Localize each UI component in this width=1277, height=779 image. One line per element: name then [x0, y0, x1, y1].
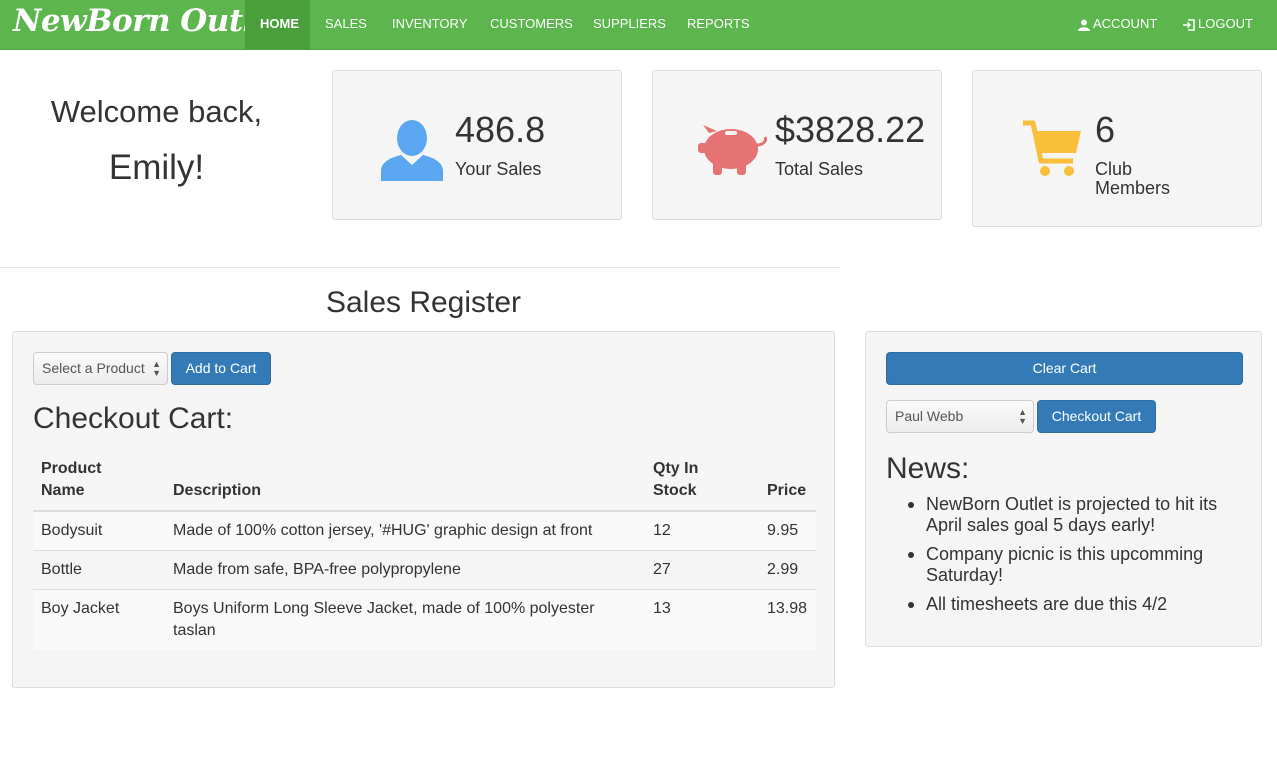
brand-logo[interactable]: NewBorn Outlet [13, 3, 287, 39]
cell-qty: 27 [645, 550, 759, 590]
news-title: News: [886, 452, 970, 485]
sales-register-panel: Select a Product ▲ ▼ Add to Cart Checkout… [12, 331, 835, 688]
checkout-cart-button[interactable]: Checkout Cart [1037, 400, 1156, 433]
sales-register-title: Sales Register [325, 286, 522, 319]
col-description[interactable]: Description [165, 450, 645, 512]
cell-price: 13.98 [759, 589, 816, 650]
cell-description: Made of 100% cotton jersey, '#HUG' graph… [165, 510, 645, 551]
table-row[interactable]: Boy Jacket Boys Uniform Long Sleeve Jack… [33, 589, 816, 650]
table-header-row: Product Name Description Qty In Stock Pr… [33, 450, 816, 512]
top-navbar: NewBorn Outlet HOME SALES INVENTORY CUST… [0, 0, 1277, 50]
cell-name: Boy Jacket [33, 589, 165, 650]
user-icon [1078, 19, 1090, 31]
cell-name: Bottle [33, 550, 165, 590]
cart-actions-panel: Clear Cart Paul Webb ▲ ▼ Checkout Cart Ne… [865, 331, 1262, 647]
section-divider [0, 267, 840, 268]
add-to-cart-button[interactable]: Add to Cart [171, 352, 271, 385]
your-sales-value: 486.8 [455, 109, 546, 150]
cell-name: Bodysuit [33, 510, 165, 551]
piggy-bank-icon [698, 125, 767, 175]
club-members-card: 6 Club Members [972, 70, 1262, 227]
select-arrows-icon: ▲ ▼ [152, 359, 161, 378]
cell-qty: 12 [645, 510, 759, 551]
logout-icon [1183, 18, 1195, 31]
cell-description: Made from safe, BPA-free polypropylene [165, 550, 645, 590]
club-members-value: 6 [1095, 109, 1116, 150]
customer-select[interactable]: Paul Webb ▲ ▼ [886, 400, 1034, 433]
nav-logout-label: LOGOUT [1198, 16, 1253, 31]
nav-customers[interactable]: CUSTOMERS [490, 16, 573, 31]
cart-table: Product Name Description Qty In Stock Pr… [33, 450, 816, 650]
cell-price: 9.95 [759, 510, 816, 551]
product-select[interactable]: Select a Product ▲ ▼ [33, 352, 168, 385]
clear-cart-button[interactable]: Clear Cart [886, 352, 1243, 385]
cell-price: 2.99 [759, 550, 816, 590]
news-item: Company picnic is this upcomming Saturda… [906, 544, 1246, 586]
club-members-label: Club Members [1095, 160, 1170, 198]
welcome-line1: Welcome back, [50, 94, 263, 129]
news-list: NewBorn Outlet is projected to hit its A… [906, 494, 1246, 623]
your-sales-label: Your Sales [455, 159, 542, 179]
nav-account-label: ACCOUNT [1093, 16, 1158, 31]
checkout-cart-title: Checkout Cart: [33, 402, 234, 435]
user-icon [381, 120, 443, 181]
col-qty[interactable]: Qty In Stock [645, 450, 759, 512]
col-product-name[interactable]: Product Name [33, 450, 165, 512]
news-item: NewBorn Outlet is projected to hit its A… [906, 494, 1246, 536]
nav-sales[interactable]: SALES [325, 16, 367, 31]
nav-home[interactable]: HOME [245, 0, 310, 49]
nav-account[interactable]: ACCOUNT [1063, 0, 1172, 49]
product-select-value: Select a Product [42, 360, 145, 376]
welcome-message: Welcome back, Emily! [20, 84, 293, 196]
col-qty-line1: Qty In [653, 460, 699, 477]
total-sales-label: Total Sales [775, 159, 864, 179]
col-product-name-line2: Name [41, 482, 85, 499]
shopping-cart-icon [1023, 120, 1081, 176]
total-sales-card: $3828.22 Total Sales [652, 70, 942, 220]
col-qty-line2: Stock [653, 482, 697, 499]
club-members-label-line1: Club [1095, 159, 1133, 179]
col-product-name-line1: Product [41, 460, 102, 477]
nav-reports[interactable]: REPORTS [687, 16, 750, 31]
nav-suppliers[interactable]: SUPPLIERS [593, 16, 666, 31]
table-row[interactable]: Bodysuit Made of 100% cotton jersey, '#H… [33, 510, 816, 551]
nav-logout[interactable]: LOGOUT [1167, 0, 1268, 49]
table-row[interactable]: Bottle Made from safe, BPA-free polyprop… [33, 550, 816, 590]
customer-select-value: Paul Webb [895, 408, 964, 424]
total-sales-value: $3828.22 [775, 109, 926, 150]
club-members-label-line2: Members [1095, 178, 1171, 198]
cell-description: Boys Uniform Long Sleeve Jacket, made of… [165, 589, 645, 650]
welcome-user-name: Emily! [108, 148, 205, 187]
cell-qty: 13 [645, 589, 759, 650]
nav-inventory[interactable]: INVENTORY [392, 16, 468, 31]
select-arrows-icon: ▲ ▼ [1018, 407, 1027, 426]
news-item: All timesheets are due this 4/2 [906, 594, 1246, 615]
your-sales-card: 486.8 Your Sales [332, 70, 622, 220]
col-price[interactable]: Price [759, 450, 816, 512]
